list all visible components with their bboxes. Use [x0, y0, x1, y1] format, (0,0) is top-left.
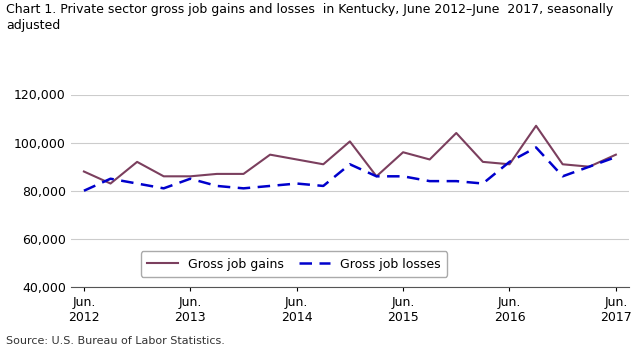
Gross job losses [346, 162, 354, 166]
Gross job gains [346, 139, 354, 144]
Gross job gains [612, 153, 620, 157]
Gross job gains [320, 162, 327, 166]
Gross job gains [266, 153, 274, 157]
Gross job gains [426, 158, 433, 162]
Gross job gains [506, 162, 514, 166]
Line: Gross job losses: Gross job losses [84, 147, 616, 191]
Gross job losses [426, 179, 433, 183]
Gross job gains [107, 181, 114, 186]
Gross job gains [134, 160, 141, 164]
Gross job gains [586, 164, 593, 169]
Gross job losses [586, 164, 593, 169]
Gross job losses [453, 179, 460, 183]
Gross job losses [399, 174, 407, 179]
Line: Gross job gains: Gross job gains [84, 126, 616, 183]
Gross job gains [372, 174, 380, 179]
Gross job losses [479, 181, 487, 186]
Gross job gains [532, 124, 540, 128]
Gross job gains [213, 172, 221, 176]
Gross job gains [160, 174, 168, 179]
Gross job gains [399, 150, 407, 154]
Gross job losses [506, 160, 514, 164]
Gross job losses [80, 189, 88, 193]
Gross job losses [186, 177, 194, 181]
Gross job losses [239, 186, 247, 190]
Gross job losses [293, 181, 300, 186]
Gross job losses [107, 177, 114, 181]
Text: Chart 1. Private sector gross job gains and losses  in Kentucky, June 2012–June : Chart 1. Private sector gross job gains … [6, 4, 614, 33]
Gross job gains [186, 174, 194, 179]
Gross job losses [134, 181, 141, 186]
Gross job losses [559, 174, 566, 179]
Gross job gains [559, 162, 566, 166]
Gross job losses [320, 184, 327, 188]
Legend: Gross job gains, Gross job losses: Gross job gains, Gross job losses [141, 251, 447, 277]
Gross job losses [612, 155, 620, 159]
Gross job gains [239, 172, 247, 176]
Gross job gains [453, 131, 460, 135]
Gross job losses [372, 174, 380, 179]
Gross job gains [479, 160, 487, 164]
Gross job losses [532, 145, 540, 149]
Gross job gains [80, 169, 88, 174]
Text: Source: U.S. Bureau of Labor Statistics.: Source: U.S. Bureau of Labor Statistics. [6, 336, 225, 346]
Gross job losses [160, 186, 168, 190]
Gross job losses [213, 184, 221, 188]
Gross job losses [266, 184, 274, 188]
Gross job gains [293, 158, 300, 162]
